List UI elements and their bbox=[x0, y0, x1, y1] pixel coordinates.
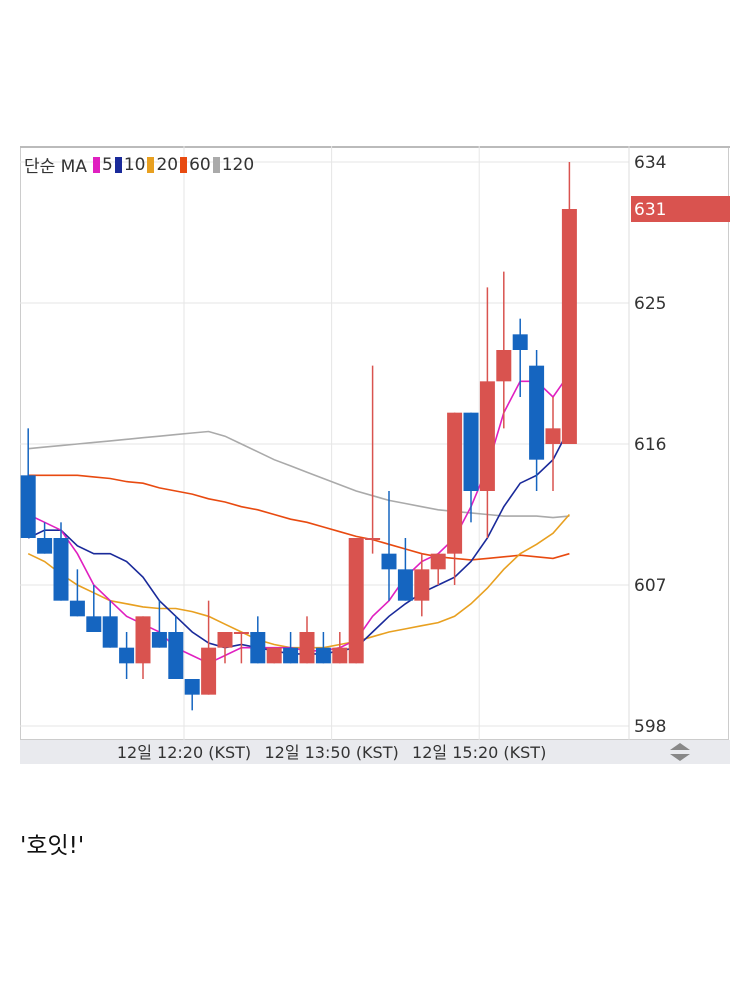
legend-item-ma10: 10 bbox=[114, 154, 146, 175]
ma-line-60 bbox=[28, 474, 570, 561]
x-tick-label: 12일 12:20 (KST) bbox=[117, 743, 251, 762]
scroll-down-icon[interactable] bbox=[670, 754, 690, 761]
candle-body bbox=[250, 632, 266, 664]
candle-body bbox=[184, 679, 200, 695]
candle-body bbox=[37, 538, 53, 554]
legend-label-ma60: 60 bbox=[189, 154, 211, 175]
candle-body bbox=[529, 365, 545, 460]
legend-label-ma10: 10 bbox=[123, 154, 146, 175]
candle-body bbox=[315, 647, 331, 664]
caption-text: '호잇!' bbox=[20, 833, 85, 859]
candle-body bbox=[53, 538, 69, 601]
legend-item-ma5: 5 bbox=[92, 154, 113, 175]
x-tick-label: 12일 13:50 (KST) bbox=[264, 743, 398, 762]
y-tick-label: 607 bbox=[634, 576, 666, 596]
candle-body bbox=[135, 616, 151, 664]
y-tick-label: 616 bbox=[634, 435, 666, 455]
candle-body bbox=[233, 632, 249, 634]
chart-canvas[interactable]: 634 625 616 607 598 631 12일 12:20 (KST) 12일 13:… bbox=[20, 146, 730, 766]
candle-body bbox=[381, 553, 397, 570]
candle-body bbox=[463, 412, 479, 491]
candle-body bbox=[283, 647, 299, 664]
ma-line-5 bbox=[27, 373, 571, 665]
candle-body bbox=[348, 538, 364, 664]
candle-body bbox=[168, 632, 184, 679]
candle-body bbox=[217, 632, 233, 648]
legend-swatch-ma20 bbox=[147, 156, 155, 173]
y-tick-label: 634 bbox=[634, 153, 666, 173]
scroll-up-icon[interactable] bbox=[670, 743, 690, 750]
candle-body bbox=[414, 569, 430, 601]
candle-body bbox=[365, 538, 381, 540]
candle-body bbox=[496, 350, 512, 382]
legend-swatch-ma10 bbox=[114, 156, 122, 173]
candle-body bbox=[69, 600, 85, 617]
legend-item-ma120: 120 bbox=[212, 154, 255, 175]
candle-body bbox=[561, 209, 577, 444]
legend-item-ma60: 60 bbox=[180, 155, 211, 175]
y-tick-label: 598 bbox=[634, 717, 666, 737]
candle-body bbox=[332, 647, 348, 664]
x-tick-label: 12일 15:20 (KST) bbox=[412, 743, 546, 762]
candle-body bbox=[266, 647, 282, 664]
candle-body bbox=[512, 334, 528, 350]
legend-label-ma5: 5 bbox=[101, 154, 113, 175]
legend-swatch-ma120 bbox=[212, 156, 220, 173]
candle-body bbox=[119, 647, 135, 664]
candle-body bbox=[20, 475, 36, 538]
candle-body bbox=[102, 616, 118, 648]
candle-body bbox=[430, 553, 446, 570]
legend-item-ma20: 20 bbox=[147, 155, 178, 175]
legend-title: 단순 MA bbox=[24, 157, 87, 177]
x-axis-bar bbox=[20, 740, 730, 764]
candle-body bbox=[479, 381, 495, 491]
candle-body bbox=[397, 569, 413, 601]
ma-legend: 단순 MA 5 10 20 60 120 bbox=[24, 152, 256, 178]
candle-body bbox=[545, 428, 561, 444]
candle-body bbox=[86, 616, 102, 632]
legend-label-ma20: 20 bbox=[156, 154, 179, 175]
legend-swatch-ma60 bbox=[180, 156, 188, 173]
candle-body bbox=[299, 632, 315, 664]
y-tick-label: 625 bbox=[634, 294, 666, 314]
candle-body bbox=[201, 647, 217, 695]
ma-line-120 bbox=[28, 430, 570, 519]
legend-swatch-ma5 bbox=[92, 156, 100, 173]
legend-label-ma120: 120 bbox=[221, 154, 255, 175]
candle-body bbox=[447, 412, 463, 554]
stock-chart[interactable]: 634 625 616 607 598 631 12일 12:20 (KST) 12일 13:… bbox=[20, 146, 730, 766]
candle-body bbox=[151, 632, 167, 648]
last-price-tag bbox=[631, 196, 730, 222]
last-price-label: 631 bbox=[634, 200, 666, 220]
ma-line-10 bbox=[27, 427, 571, 655]
ma-line-20 bbox=[27, 513, 571, 649]
